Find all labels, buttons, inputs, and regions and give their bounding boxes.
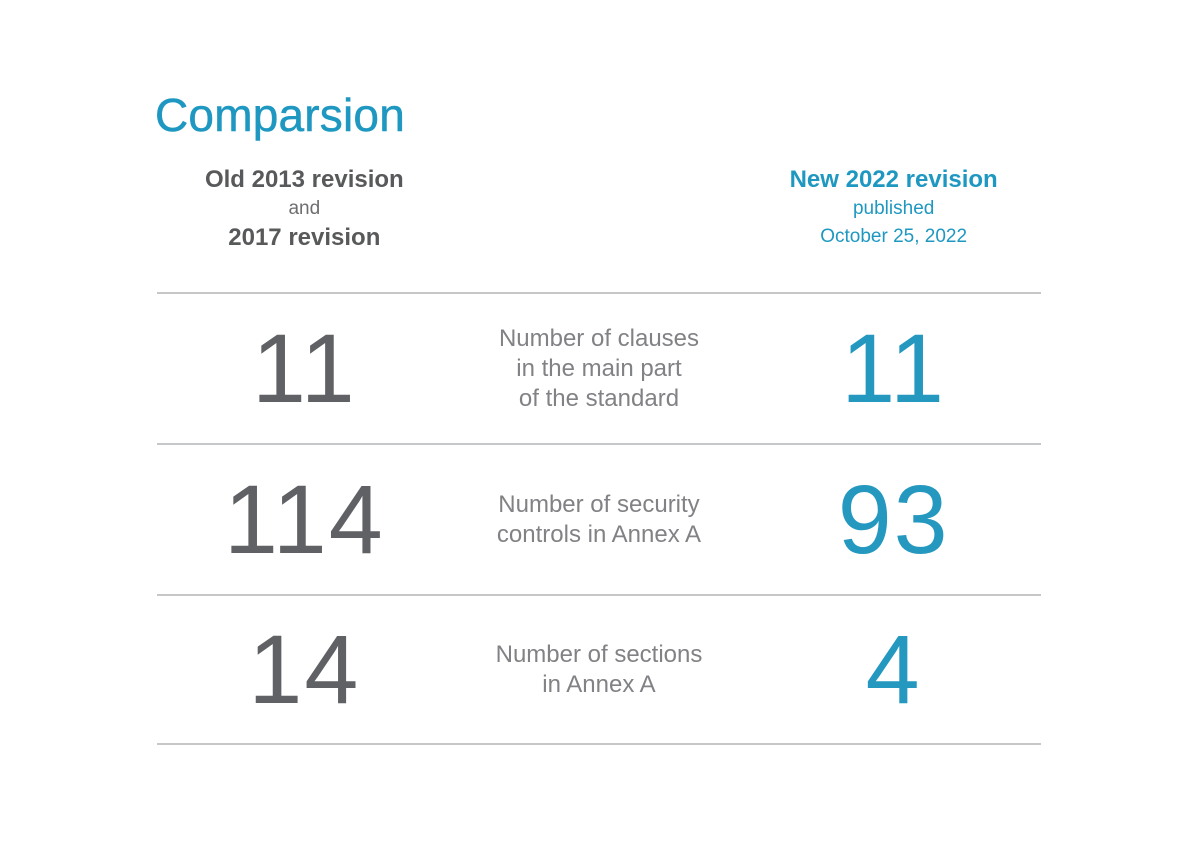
row-label: Number of security controls in Annex A bbox=[496, 490, 702, 548]
new-value: 93 bbox=[837, 465, 950, 574]
old-value: 11 bbox=[251, 314, 357, 423]
table-header-row: Old 2013 revision and 2017 revision New … bbox=[157, 160, 1041, 292]
old-value: 114 bbox=[224, 465, 385, 574]
new-value: 4 bbox=[865, 615, 922, 724]
new-value: 11 bbox=[841, 314, 946, 423]
old-header-title: Old 2013 revision bbox=[204, 166, 404, 193]
new-revision-header: New 2022 revision published October 25, … bbox=[746, 165, 1041, 251]
old-revision-header: Old 2013 revision and 2017 revision bbox=[157, 165, 452, 253]
old-header-subtitle: 2017 revision bbox=[228, 224, 381, 251]
comparison-table: Old 2013 revision and 2017 revision New … bbox=[157, 160, 1041, 745]
table-row: 114 Number of security controls in Annex… bbox=[157, 443, 1041, 594]
new-header-title: New 2022 revision bbox=[789, 166, 998, 193]
row-label: Number of clauses in the main part of th… bbox=[498, 324, 700, 412]
old-header-conjunction: and bbox=[288, 198, 321, 219]
old-value: 14 bbox=[248, 615, 361, 724]
new-header-date: October 25, 2022 bbox=[820, 226, 968, 247]
page-title: Comparsion bbox=[155, 88, 405, 141]
table-row: 14 Number of sections in Annex A 4 bbox=[157, 594, 1041, 745]
new-header-published: published bbox=[852, 198, 935, 219]
row-label: Number of sections in Annex A bbox=[495, 640, 703, 698]
table-row: 11 Number of clauses in the main part of… bbox=[157, 292, 1041, 443]
